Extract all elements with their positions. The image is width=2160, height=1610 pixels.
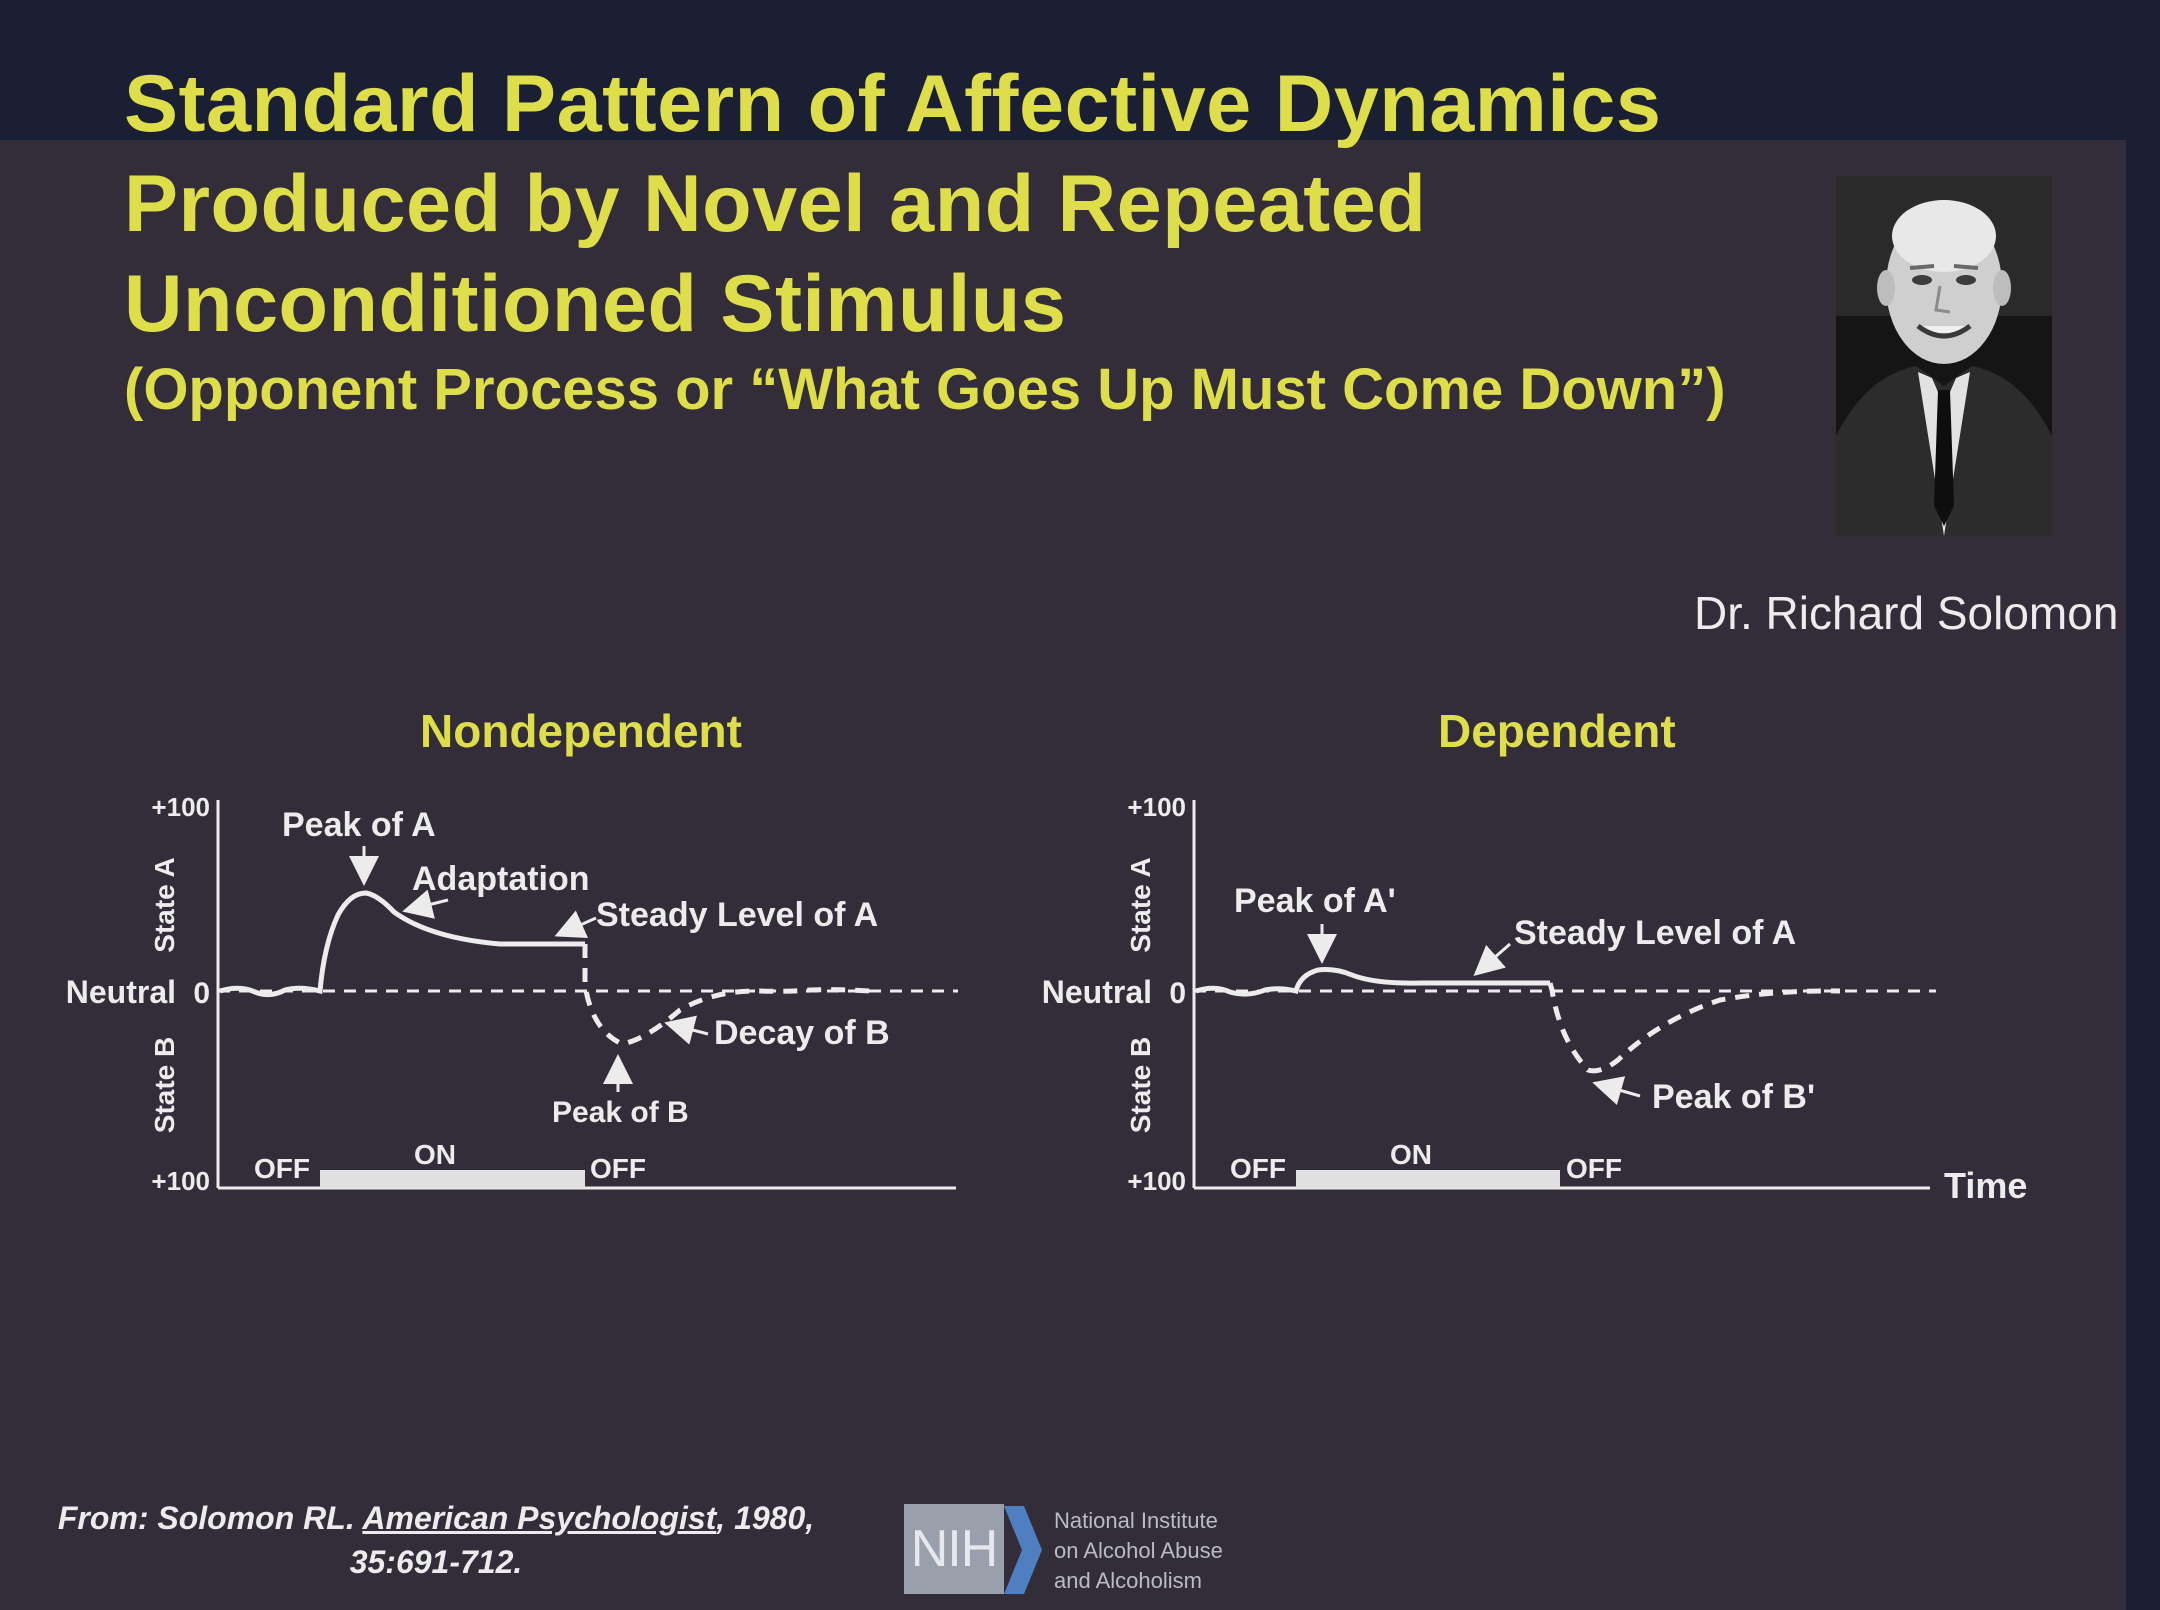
right-state-a-curve <box>1195 967 1550 997</box>
dependent-diagram: +100 0 Neutral +100 State A State B Time… <box>1042 792 2028 1206</box>
left-adaptation-label: Adaptation <box>412 860 590 898</box>
nih-chevron-icon <box>1004 1506 1042 1594</box>
right-stimulus-on: ON <box>1390 1139 1432 1170</box>
left-peak-a-label: Peak of A <box>282 806 436 844</box>
right-neutral-label: Neutral <box>1042 974 1152 1010</box>
right-band <box>2126 0 2160 1610</box>
left-stimulus-on-bar <box>320 1170 585 1188</box>
citation-journal: American Psychologist <box>362 1500 717 1536</box>
left-peak-b-label: Peak of B <box>552 1096 689 1129</box>
right-steady-arrow <box>1473 942 1511 976</box>
left-axis-top-label: +100 <box>151 792 210 822</box>
citation-line-1: From: Solomon RL. American Psychologist,… <box>26 1496 846 1540</box>
left-steady-label: Steady Level of A <box>596 896 878 934</box>
left-decay-b-label: Decay of B <box>714 1014 890 1052</box>
right-stimulus-on-bar <box>1296 1170 1560 1188</box>
dependent-panel-title: Dependent <box>1438 705 1676 757</box>
right-time-label: Time <box>1944 1165 2027 1206</box>
nondependent-diagram: +100 0 Neutral +100 State A State B OFF … <box>66 792 958 1196</box>
left-stimulus-off-2: OFF <box>590 1153 646 1184</box>
left-axis-bottom-label: +100 <box>151 1166 210 1196</box>
citation-suffix: , 1980, <box>716 1500 815 1536</box>
right-steady-label: Steady Level of A <box>1514 914 1796 952</box>
slide-title-line-2: Produced by Novel and Repeated <box>124 159 1427 249</box>
citation: From: Solomon RL. American Psychologist,… <box>26 1496 846 1584</box>
right-axis-zero-label: 0 <box>1169 977 1186 1010</box>
top-band <box>0 0 2160 140</box>
citation-line-2: 35:691-712. <box>349 1544 523 1580</box>
right-peak-a-label: Peak of A' <box>1234 882 1396 920</box>
slide-title-line-3: Unconditioned Stimulus <box>124 259 1067 349</box>
left-decay-b-arrow <box>664 1015 709 1045</box>
right-state-a-label: State A <box>1125 857 1156 952</box>
nih-logo: NIH <box>904 1504 1004 1594</box>
left-state-b-curve <box>582 944 871 1047</box>
right-peak-b-arrow <box>1592 1076 1641 1106</box>
nih-institute-name: National Institute on Alcohol Abuse and … <box>1054 1506 1223 1596</box>
left-stimulus-off-1: OFF <box>254 1153 310 1184</box>
left-steady-arrow <box>554 910 597 938</box>
slide-subtitle: (Opponent Process or “What Goes Up Must … <box>124 357 1726 422</box>
right-state-b-label: State B <box>1125 1037 1156 1133</box>
left-state-a-label: State A <box>149 857 180 952</box>
right-peak-b-label: Peak of B' <box>1652 1078 1815 1116</box>
nih-text-line-3: and Alcoholism <box>1054 1568 1202 1593</box>
right-stimulus-off-1: OFF <box>1230 1153 1286 1184</box>
left-axis-zero-label: 0 <box>193 977 210 1010</box>
slide-title-line-1: Standard Pattern of Affective Dynamics <box>124 59 1662 149</box>
portrait-image <box>1836 176 2052 536</box>
nih-text-line-1: National Institute <box>1054 1508 1218 1533</box>
right-axis-bottom-label: +100 <box>1127 1166 1186 1196</box>
portrait-photo <box>1836 176 2052 536</box>
left-state-b-label: State B <box>149 1037 180 1133</box>
citation-prefix: From: Solomon RL. <box>57 1500 363 1536</box>
right-state-b-curve <box>1547 982 1841 1074</box>
left-stimulus-on: ON <box>414 1139 456 1170</box>
left-neutral-label: Neutral <box>66 974 176 1010</box>
left-state-a-curve <box>219 890 585 998</box>
portrait-caption: Dr. Richard Solomon <box>1694 587 2119 639</box>
nondependent-panel-title: Nondependent <box>420 705 742 757</box>
nih-text-line-2: on Alcohol Abuse <box>1054 1538 1223 1563</box>
right-stimulus-off-2: OFF <box>1566 1153 1622 1184</box>
left-adaptation-arrow <box>402 889 449 919</box>
right-axis-top-label: +100 <box>1127 792 1186 822</box>
